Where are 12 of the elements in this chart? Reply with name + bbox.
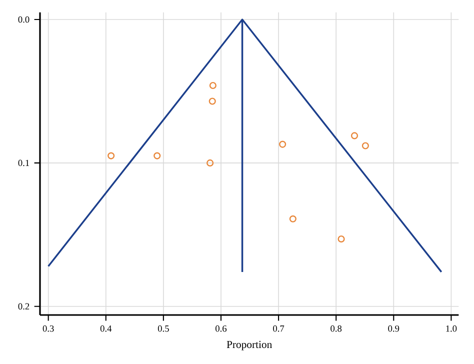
x-tick-label: 1.0: [446, 325, 457, 332]
x-tick-label: 0.3: [42, 325, 54, 332]
y-tick-label: 0.0: [18, 16, 30, 23]
x-tick-label: 0.7: [273, 325, 284, 332]
y-tick-label: 0.2: [18, 303, 30, 310]
x-tick-label: 0.5: [158, 325, 169, 332]
x-axis-title: Proportion: [226, 340, 272, 350]
x-tick-label: 0.6: [216, 325, 227, 332]
x-tick-label: 0.9: [388, 325, 400, 332]
x-tick-label: 0.8: [330, 325, 342, 332]
y-tick-label: 0.1: [18, 160, 30, 166]
x-tick-label: 0.4: [100, 325, 112, 332]
